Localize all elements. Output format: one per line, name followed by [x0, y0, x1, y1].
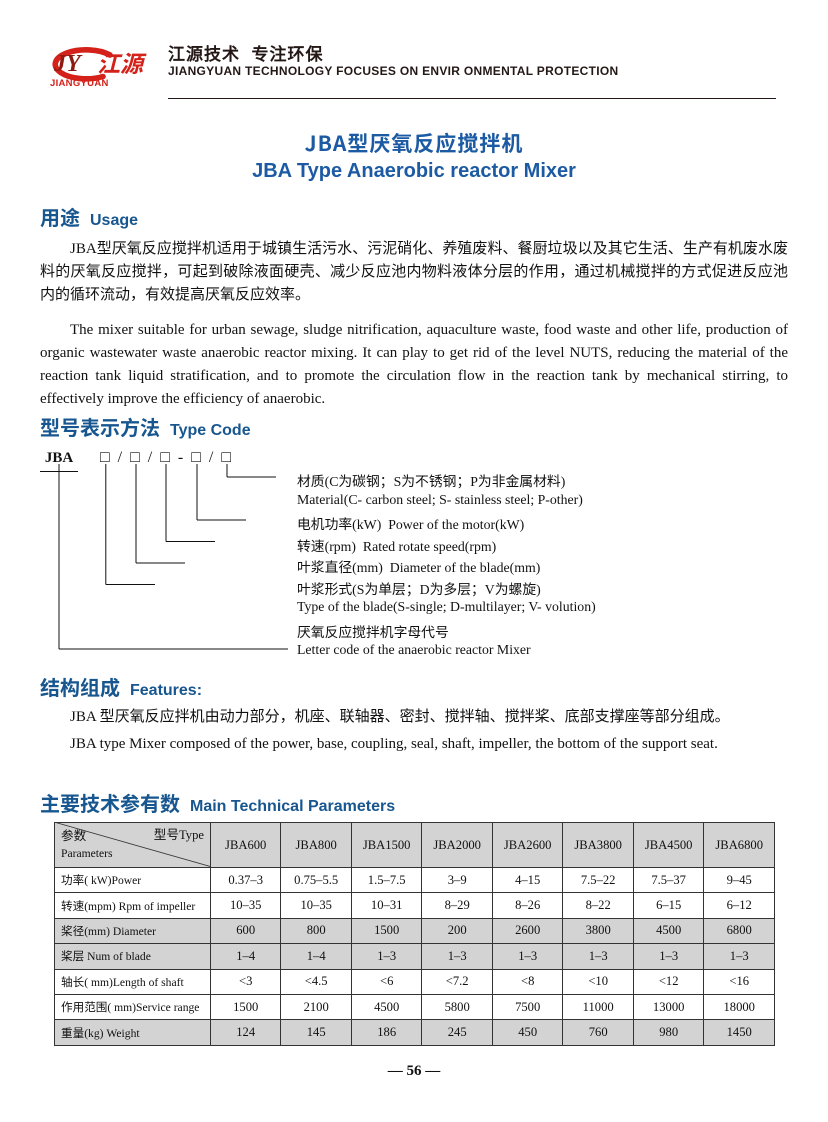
svg-text:JY: JY — [53, 51, 83, 77]
svg-text:JIANGYUAN: JIANGYUAN — [50, 78, 109, 88]
svg-text:江源: 江源 — [97, 45, 147, 79]
